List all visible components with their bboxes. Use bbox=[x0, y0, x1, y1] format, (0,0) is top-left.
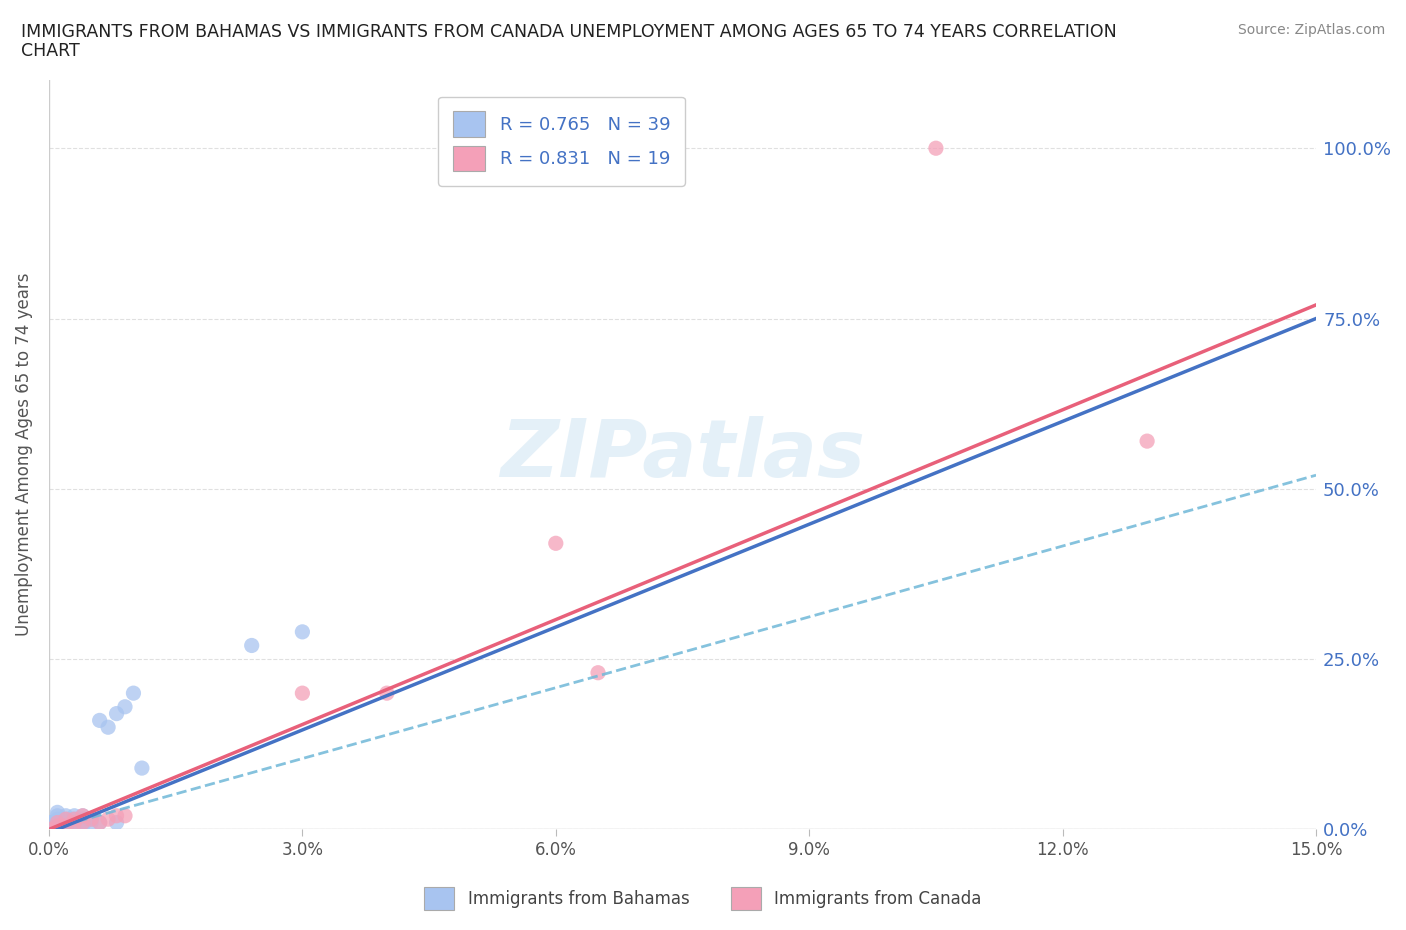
Point bbox=[38, 822, 60, 837]
Point bbox=[89, 815, 111, 830]
Point bbox=[46, 815, 69, 830]
Point bbox=[122, 685, 145, 700]
Point bbox=[97, 720, 120, 735]
Point bbox=[38, 822, 60, 837]
Point bbox=[97, 812, 120, 827]
Point bbox=[63, 808, 86, 823]
Point bbox=[72, 815, 94, 830]
Point bbox=[38, 815, 60, 830]
Point bbox=[72, 818, 94, 833]
Point bbox=[55, 812, 77, 827]
Point bbox=[72, 815, 94, 830]
Point bbox=[131, 761, 153, 776]
Point bbox=[63, 812, 86, 827]
Text: Source: ZipAtlas.com: Source: ZipAtlas.com bbox=[1237, 23, 1385, 37]
Point bbox=[63, 815, 86, 830]
Point bbox=[46, 805, 69, 820]
Point bbox=[114, 699, 136, 714]
Point bbox=[89, 713, 111, 728]
Point bbox=[105, 706, 128, 721]
Point bbox=[55, 815, 77, 830]
Point bbox=[72, 808, 94, 823]
Point bbox=[925, 140, 948, 155]
Y-axis label: Unemployment Among Ages 65 to 74 years: Unemployment Among Ages 65 to 74 years bbox=[15, 273, 32, 636]
Point bbox=[46, 812, 69, 827]
Point bbox=[1136, 433, 1159, 448]
Point bbox=[38, 822, 60, 837]
Point bbox=[46, 818, 69, 833]
Point bbox=[46, 822, 69, 837]
Point bbox=[375, 685, 398, 700]
Point bbox=[80, 812, 103, 827]
Point bbox=[586, 665, 609, 680]
Point bbox=[38, 822, 60, 837]
Point bbox=[240, 638, 263, 653]
Point bbox=[114, 808, 136, 823]
Point bbox=[291, 624, 314, 639]
Point bbox=[46, 818, 69, 833]
Point bbox=[55, 822, 77, 837]
Point bbox=[55, 818, 77, 833]
Point bbox=[55, 812, 77, 827]
Point bbox=[63, 815, 86, 830]
Point bbox=[89, 815, 111, 830]
Point bbox=[80, 812, 103, 827]
Legend: Immigrants from Bahamas, Immigrants from Canada: Immigrants from Bahamas, Immigrants from… bbox=[418, 880, 988, 917]
Point bbox=[46, 815, 69, 830]
Text: IMMIGRANTS FROM BAHAMAS VS IMMIGRANTS FROM CANADA UNEMPLOYMENT AMONG AGES 65 TO : IMMIGRANTS FROM BAHAMAS VS IMMIGRANTS FR… bbox=[21, 23, 1116, 41]
Point bbox=[72, 812, 94, 827]
Point bbox=[72, 808, 94, 823]
Point bbox=[544, 536, 567, 551]
Text: ZIPatlas: ZIPatlas bbox=[501, 416, 865, 494]
Point bbox=[46, 808, 69, 823]
Point bbox=[63, 812, 86, 827]
Point bbox=[46, 815, 69, 830]
Point bbox=[55, 808, 77, 823]
Point bbox=[55, 818, 77, 833]
Text: CHART: CHART bbox=[21, 42, 80, 60]
Point bbox=[105, 815, 128, 830]
Legend: R = 0.765   N = 39, R = 0.831   N = 19: R = 0.765 N = 39, R = 0.831 N = 19 bbox=[439, 97, 685, 186]
Point bbox=[63, 818, 86, 833]
Point bbox=[80, 815, 103, 830]
Point bbox=[105, 808, 128, 823]
Point bbox=[291, 685, 314, 700]
Point bbox=[38, 815, 60, 830]
Point bbox=[55, 815, 77, 830]
Point bbox=[63, 822, 86, 837]
